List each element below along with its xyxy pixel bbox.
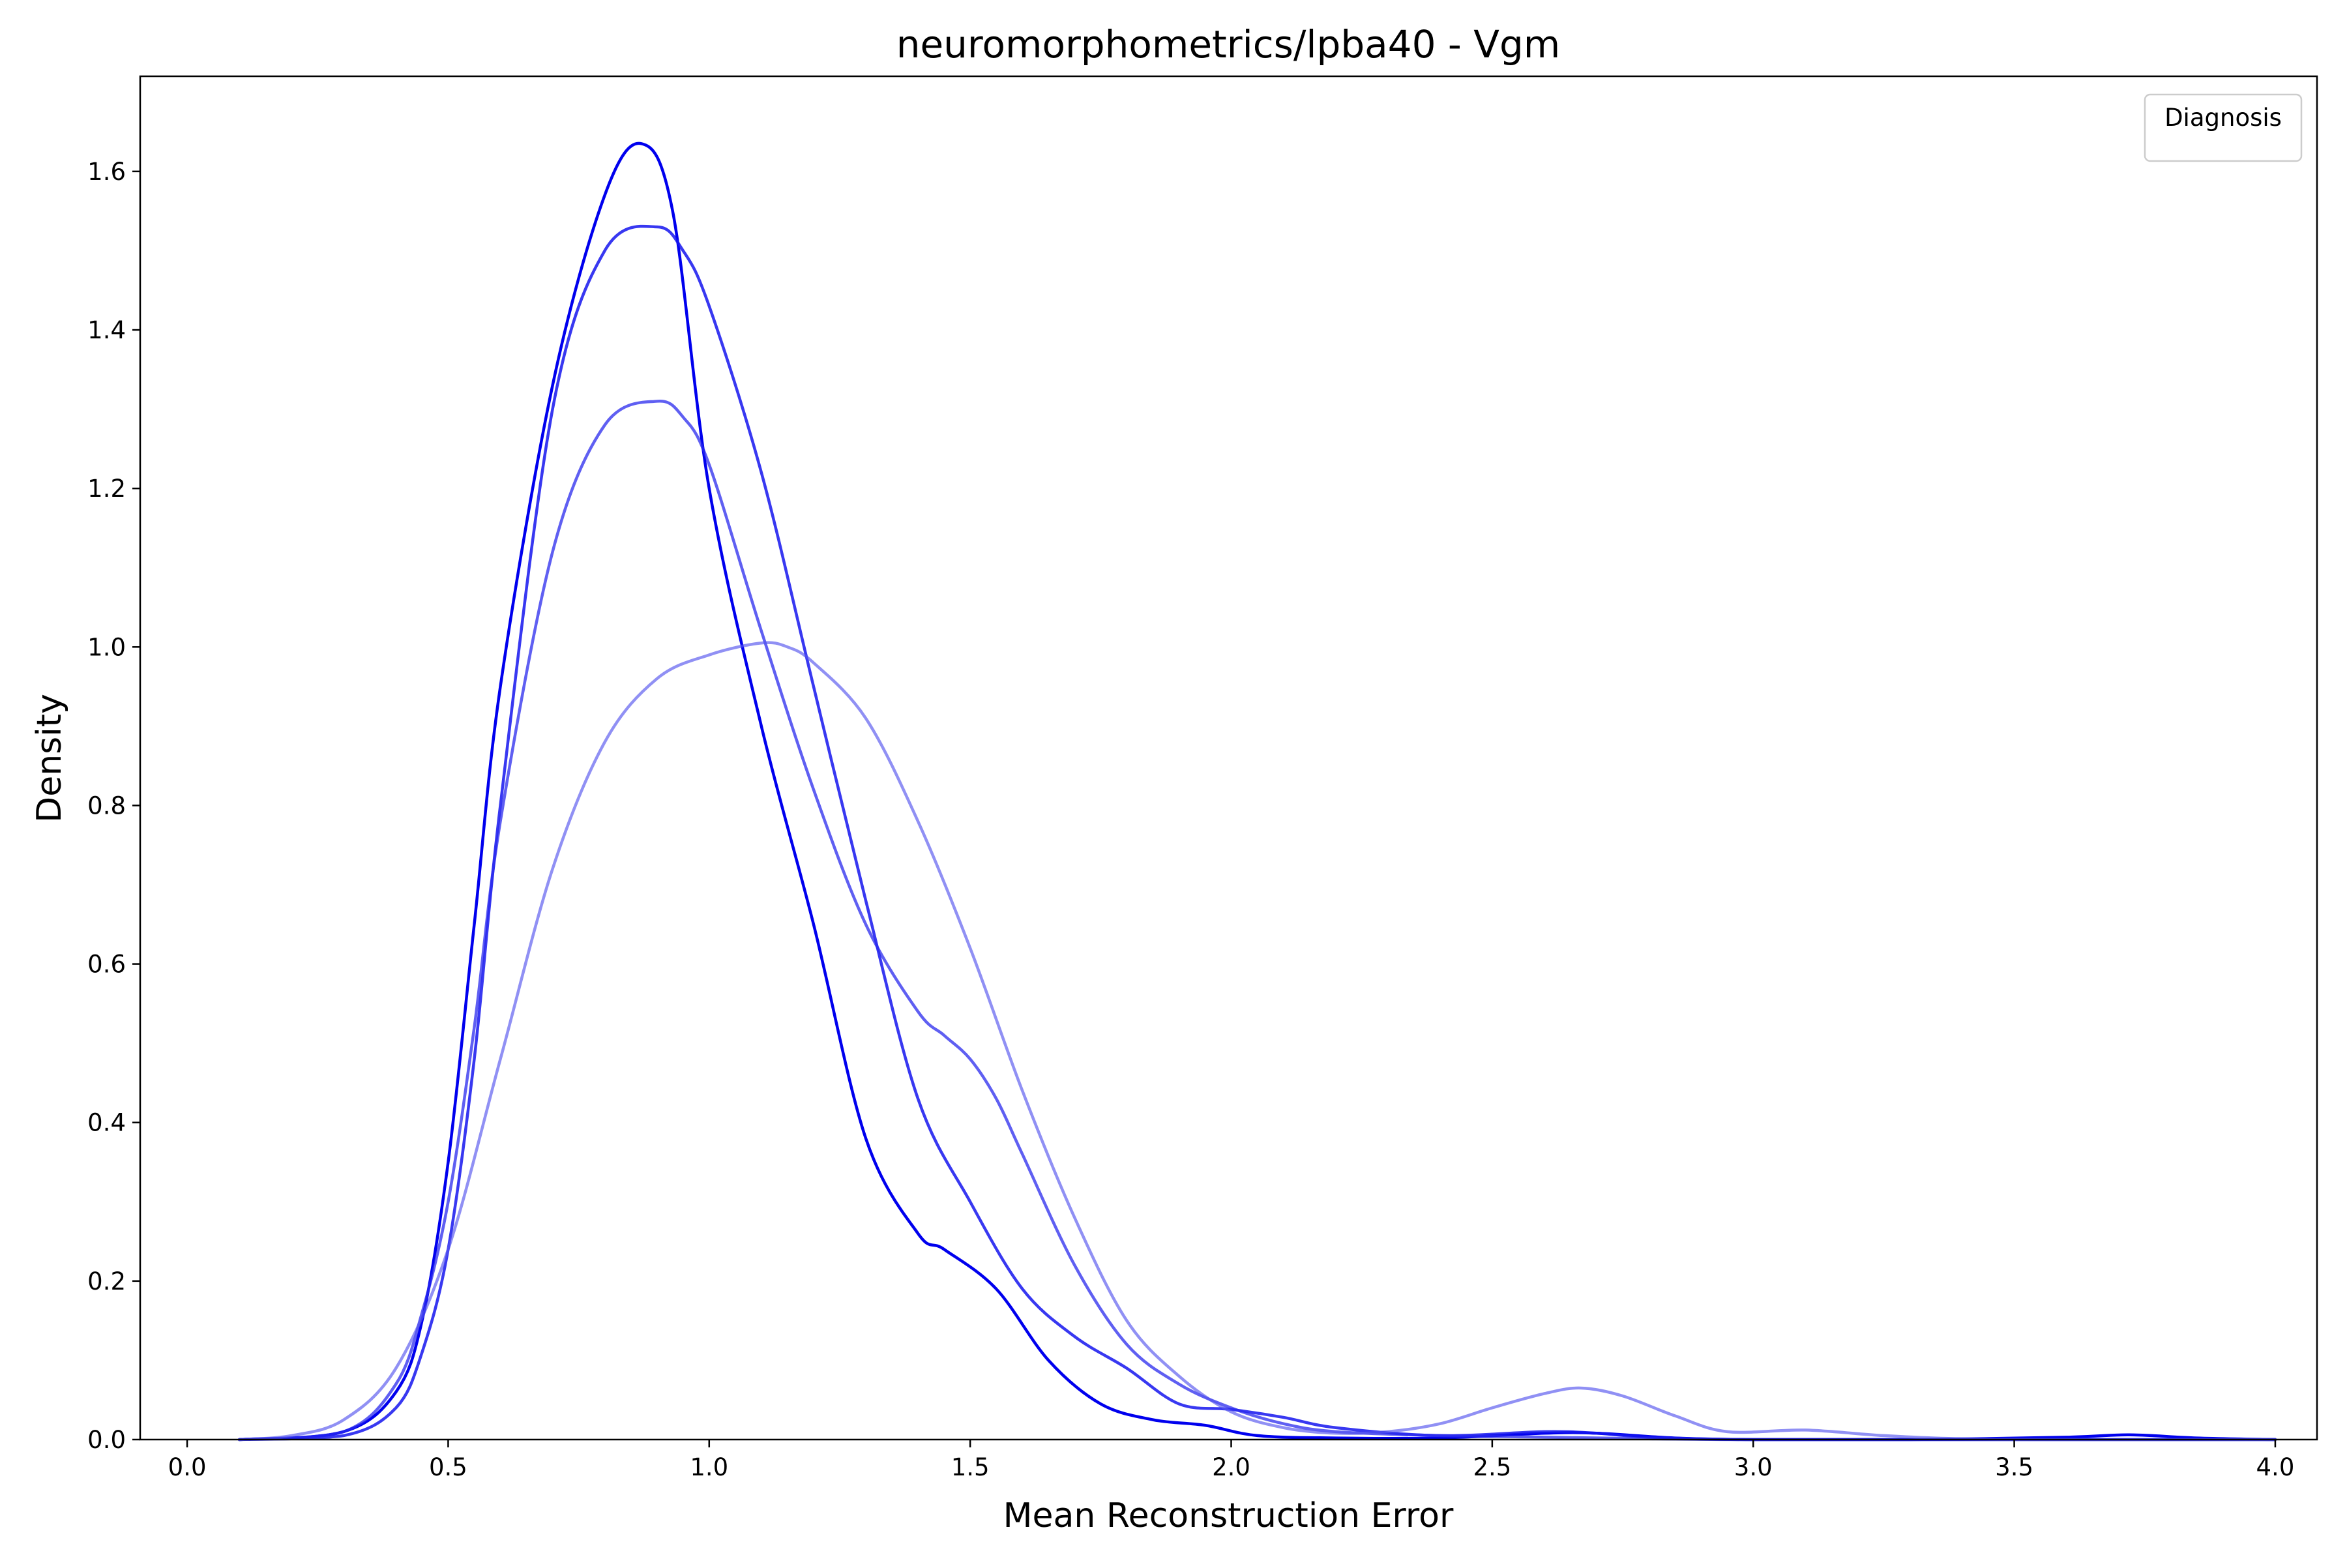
x-tick-label: 1.5 [951, 1453, 990, 1481]
x-tick-label: 0.5 [429, 1453, 467, 1481]
x-tick-label: 3.0 [1734, 1453, 1773, 1481]
x-tick-label: 0.0 [168, 1453, 207, 1481]
legend-title: Diagnosis [2164, 104, 2282, 132]
y-tick-label: 0.0 [87, 1426, 126, 1454]
y-tick-label: 0.2 [87, 1267, 126, 1295]
legend: Diagnosis [2144, 93, 2303, 162]
y-axis: 0.0 0.2 0.4 0.6 0.8 1.0 1.2 1.4 1.6 [87, 158, 140, 1454]
x-axis-label: Mean Reconstruction Error [1003, 1496, 1454, 1535]
chart-title: neuromorphometrics/lpba40 - Vgm [896, 22, 1561, 67]
density-curve-4 [237, 641, 2277, 1442]
y-tick-label: 1.2 [87, 475, 126, 503]
x-tick-label: 2.5 [1473, 1453, 1511, 1481]
y-tick-label: 1.4 [87, 316, 126, 344]
series-layer [237, 141, 2277, 1442]
density-curve-3 [237, 399, 2277, 1442]
y-tick-label: 0.6 [87, 951, 126, 979]
y-tick-label: 1.6 [87, 158, 126, 186]
x-tick-label: 4.0 [2256, 1453, 2295, 1481]
y-tick-label: 0.4 [87, 1109, 126, 1137]
y-tick-label: 0.8 [87, 791, 126, 820]
x-tick-label: 2.0 [1212, 1453, 1250, 1481]
legend-box [2144, 93, 2303, 162]
y-tick-label: 1.0 [87, 633, 126, 661]
density-curve-2 [237, 224, 2277, 1442]
x-axis: 0.0 0.5 1.0 1.5 2.0 2.5 3.0 3.5 4.0 [168, 1440, 2295, 1481]
y-axis-label: Density [30, 694, 69, 823]
x-tick-label: 1.0 [690, 1453, 728, 1481]
x-tick-label: 3.5 [1995, 1453, 2033, 1481]
plot-frame [139, 75, 2318, 1441]
plot-background [140, 76, 2317, 1440]
